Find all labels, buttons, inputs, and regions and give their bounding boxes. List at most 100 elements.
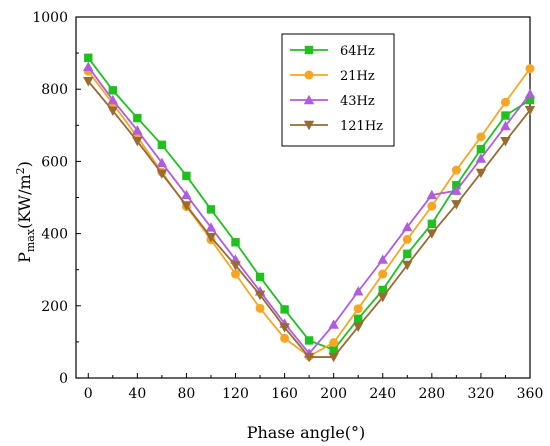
data-point <box>231 269 241 279</box>
legend-marker <box>304 45 314 55</box>
data-point <box>280 333 290 343</box>
data-point <box>402 234 412 244</box>
legend-item: 121Hz <box>290 119 383 134</box>
data-point <box>476 132 486 142</box>
y-axis-title-base: P <box>15 252 34 263</box>
data-point <box>353 304 363 314</box>
y-tick-label: 200 <box>41 299 68 315</box>
data-point <box>475 153 487 163</box>
data-point <box>452 181 461 190</box>
x-axis: 0 40 80 120 160 200 240 280 320 360 <box>84 373 544 402</box>
data-point <box>328 352 339 363</box>
legend: 64Hz 21Hz 43Hz 121Hz <box>281 33 395 147</box>
data-point <box>500 97 510 107</box>
legend-label: 121Hz <box>340 119 383 134</box>
x-tick-label: 360 <box>517 386 544 402</box>
legend-label: 64Hz <box>340 44 375 59</box>
y-axis-title-sub: max <box>24 228 37 252</box>
x-tick-label: 120 <box>222 386 249 402</box>
data-point <box>181 189 192 200</box>
data-point <box>107 106 119 117</box>
x-tick-label: 40 <box>128 386 146 402</box>
data-point <box>132 136 143 147</box>
data-point <box>378 285 387 295</box>
data-point <box>205 222 217 232</box>
data-point <box>451 200 462 210</box>
legend-item: 43Hz <box>290 94 375 109</box>
data-point <box>476 144 486 154</box>
legend-label: 43Hz <box>340 94 375 109</box>
series-121Hz <box>83 77 536 363</box>
y-tick-label: 0 <box>59 371 68 387</box>
legend-marker <box>303 94 315 105</box>
data-point <box>303 352 315 363</box>
data-point <box>230 261 241 271</box>
y-axis-title-suffix: ) <box>15 161 34 167</box>
y-tick-label: 800 <box>41 82 68 98</box>
data-point <box>451 185 462 195</box>
data-point <box>377 292 388 303</box>
data-point <box>206 205 216 214</box>
data-point <box>525 64 535 74</box>
data-point <box>451 165 461 175</box>
data-point <box>108 86 118 95</box>
data-point <box>427 201 437 211</box>
data-point <box>402 260 413 271</box>
legend-item: 21Hz <box>290 69 375 84</box>
data-point <box>525 95 535 105</box>
data-point <box>378 269 388 279</box>
data-point <box>255 272 265 282</box>
data-point <box>353 286 364 296</box>
data-point <box>83 77 94 87</box>
data-point <box>524 88 536 99</box>
data-point <box>83 61 94 72</box>
data-point <box>475 168 487 179</box>
series-layer <box>83 53 536 363</box>
data-point <box>156 157 168 168</box>
data-point <box>107 94 119 105</box>
data-point <box>524 105 536 116</box>
data-point <box>231 238 240 247</box>
y-tick-label: 1000 <box>32 10 68 26</box>
data-point <box>254 290 266 301</box>
data-point <box>304 336 314 345</box>
y-axis-title: Pmax(KW/m2) <box>14 161 37 263</box>
data-point <box>328 319 339 329</box>
data-point <box>157 140 167 149</box>
x-tick-label: 280 <box>418 386 445 402</box>
data-point <box>279 323 290 333</box>
data-point <box>402 221 413 232</box>
data-point <box>181 201 192 211</box>
y-tick-label: 400 <box>41 227 68 243</box>
series-64Hz <box>84 53 535 355</box>
data-point <box>426 229 438 239</box>
x-tick-label: 200 <box>320 386 347 402</box>
data-point <box>182 171 191 181</box>
data-point <box>354 314 363 323</box>
x-axis-title: Phase angle(°) <box>247 423 366 442</box>
data-point <box>426 189 438 200</box>
data-point <box>353 322 364 332</box>
x-tick-label: 240 <box>369 386 396 402</box>
data-point <box>377 254 388 264</box>
legend-item: 64Hz <box>290 44 375 59</box>
x-tick-label: 320 <box>468 386 495 402</box>
legend-label: 21Hz <box>340 69 375 84</box>
data-point <box>403 249 412 259</box>
data-point <box>427 219 437 229</box>
y-axis-title-sup: 2 <box>14 167 27 174</box>
data-point <box>500 136 511 147</box>
data-point <box>156 169 168 179</box>
data-point <box>500 120 511 131</box>
x-tick-label: 80 <box>178 386 196 402</box>
legend-marker <box>303 120 315 131</box>
data-point <box>329 345 338 355</box>
data-point <box>329 338 339 348</box>
legend-box <box>281 33 395 147</box>
y-axis-title-prefix: (KW/m <box>15 174 34 229</box>
legend-marker <box>304 70 314 80</box>
data-point <box>132 125 143 135</box>
y-axis: 0 200 400 600 800 1000 <box>32 10 81 387</box>
y-tick-label: 600 <box>41 154 68 170</box>
